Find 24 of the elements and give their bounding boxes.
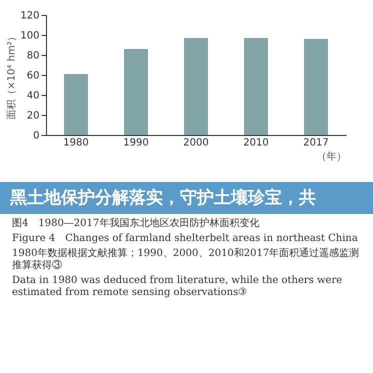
bar <box>304 39 328 135</box>
x-tick-label: 2010 <box>243 138 269 148</box>
y-axis-title: 面积（×10⁴ hm²） <box>6 31 18 120</box>
caption: 图4 1980—2017年我国东北地区农田防护林面积变化 <box>12 218 260 230</box>
x-tick-label: 1990 <box>123 138 149 148</box>
y-tick-label: 80 <box>26 50 40 62</box>
bar <box>184 38 208 135</box>
caption: Figure 4 Changes of farmland shelterbelt areas in northeast China <box>12 233 359 245</box>
x-tick-label: 1980 <box>63 138 89 148</box>
bar <box>64 74 88 135</box>
y-tick-label: 60 <box>26 70 40 82</box>
y-tick-label: 0 <box>33 130 40 142</box>
y-tick-label: 120 <box>20 10 40 22</box>
x-tick-label: 2017 <box>303 138 329 148</box>
y-tick-label: 100 <box>20 30 40 42</box>
bar <box>244 38 268 135</box>
y-tick-label: 40 <box>26 90 40 102</box>
text: 黑土地保护分解落实，守护土壤珍宝，共 <box>0 182 373 214</box>
bar <box>124 49 148 135</box>
y-tick-label: 20 <box>26 110 40 122</box>
text: 1980年数据根据文献推算；1990、2000、2010和2017年面积通过遥感监测推算获得③ <box>12 248 360 272</box>
x-tick-label: 2000 <box>183 138 209 148</box>
text: Data in 1980 was deduced from literature, while the others were estimated from remote sensing observations③ <box>12 275 344 299</box>
x-axis-title: （年） <box>316 150 346 162</box>
